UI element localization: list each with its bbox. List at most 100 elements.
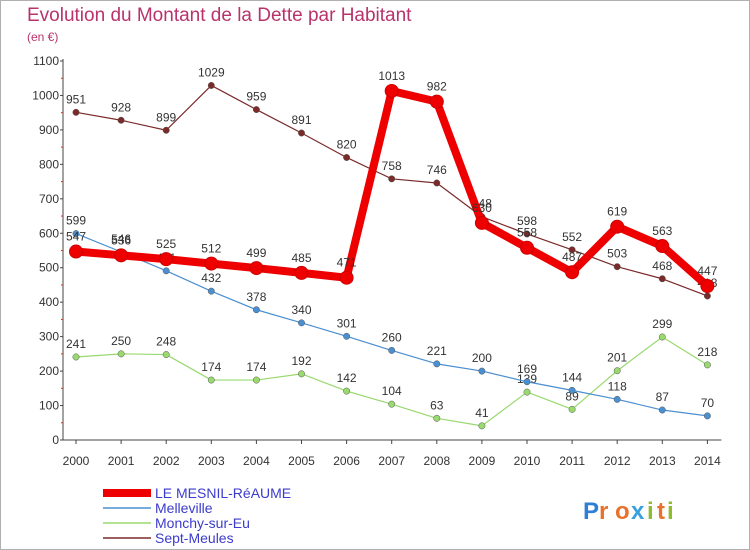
- data-point: [658, 406, 666, 414]
- data-label: 174: [246, 360, 266, 374]
- data-label: 558: [517, 226, 537, 240]
- x-tick-label: 2002: [153, 454, 180, 468]
- data-point: [433, 179, 441, 187]
- data-label: 87: [656, 390, 670, 404]
- data-label: 447: [697, 264, 717, 278]
- x-tick-label: 2010: [514, 454, 541, 468]
- data-point: [478, 422, 486, 430]
- data-label: 485: [291, 251, 311, 265]
- data-label: 536: [111, 233, 131, 247]
- data-point: [388, 175, 396, 183]
- chart-subtitle: (en €): [27, 30, 59, 44]
- data-point: [613, 263, 621, 271]
- data-point: [343, 387, 351, 395]
- data-point: [343, 332, 351, 340]
- data-label: 563: [652, 224, 672, 238]
- data-label: 432: [201, 271, 221, 285]
- y-tick-label: 900: [39, 123, 59, 137]
- x-tick-label: 2001: [108, 454, 135, 468]
- data-label: 512: [201, 242, 221, 256]
- legend-label: Monchy-sur-Eu: [155, 515, 250, 531]
- data-label: 546: [111, 232, 131, 246]
- data-point: [388, 400, 396, 408]
- data-point: [252, 376, 260, 384]
- data-label: 174: [201, 360, 221, 374]
- data-point: [117, 116, 125, 124]
- data-point: [523, 388, 531, 396]
- data-point: [343, 154, 351, 161]
- data-label: 89: [565, 389, 579, 403]
- data-label: 142: [337, 371, 357, 385]
- data-label: 169: [517, 362, 537, 376]
- data-point: [523, 230, 531, 238]
- data-point: [703, 361, 711, 369]
- data-label: 144: [562, 370, 582, 384]
- data-label: 758: [382, 159, 402, 173]
- data-point: [117, 350, 125, 358]
- data-point: [298, 319, 305, 327]
- logo-letter: t: [657, 498, 665, 525]
- data-point: [339, 270, 354, 285]
- data-label: 41: [475, 406, 489, 420]
- data-label: 891: [291, 113, 311, 127]
- x-tick-label: 2007: [378, 454, 405, 468]
- data-label: 928: [111, 100, 131, 114]
- x-tick-label: 2012: [604, 454, 631, 468]
- data-point: [252, 106, 260, 114]
- data-point: [565, 265, 580, 280]
- data-point: [520, 240, 534, 255]
- data-point: [69, 244, 83, 259]
- logo-letter: i: [647, 498, 654, 525]
- data-point: [703, 412, 711, 420]
- data-label: 599: [66, 214, 86, 228]
- x-tick-label: 2011: [559, 454, 585, 468]
- data-point: [523, 378, 531, 386]
- data-point: [207, 376, 215, 384]
- data-label: 503: [607, 247, 627, 261]
- data-label: 118: [608, 379, 627, 393]
- data-point: [252, 306, 260, 314]
- data-point: [610, 219, 625, 234]
- data-label: 1029: [198, 65, 225, 79]
- y-tick-label: 500: [39, 261, 59, 275]
- data-label: 378: [246, 290, 266, 304]
- data-label: 192: [291, 354, 311, 368]
- x-tick-label: 2000: [63, 454, 90, 468]
- data-label: 260: [382, 330, 402, 344]
- data-point: [204, 256, 219, 271]
- data-label: 70: [701, 396, 715, 410]
- data-point: [568, 246, 576, 254]
- data-point: [568, 386, 576, 394]
- data-label: 1013: [378, 69, 405, 83]
- data-point: [294, 265, 309, 280]
- logo-letter: o: [615, 498, 630, 525]
- data-point: [613, 367, 621, 375]
- y-tick-label: 300: [39, 330, 59, 344]
- data-label: 959: [246, 90, 266, 104]
- data-point: [298, 370, 305, 378]
- data-point: [249, 261, 264, 276]
- data-point: [384, 83, 399, 98]
- data-point: [207, 287, 215, 295]
- data-point: [429, 94, 444, 109]
- data-point: [433, 360, 441, 368]
- x-tick-label: 2014: [694, 454, 721, 468]
- data-label: 250: [111, 334, 131, 348]
- y-tick-label: 1100: [33, 54, 59, 68]
- data-point: [655, 239, 670, 254]
- data-label: 63: [430, 398, 444, 412]
- data-point: [700, 278, 715, 293]
- data-point: [72, 230, 80, 238]
- data-label: 299: [652, 317, 672, 331]
- data-label: 547: [66, 230, 86, 244]
- x-tick-label: 2008: [423, 454, 450, 468]
- data-point: [162, 267, 170, 275]
- y-tick-label: 100: [39, 399, 59, 413]
- data-label: 104: [382, 384, 402, 398]
- data-point: [478, 367, 486, 375]
- logo-letter: r: [599, 498, 608, 525]
- logo-letter: i: [667, 498, 674, 525]
- data-point: [207, 82, 215, 89]
- data-point: [703, 292, 711, 300]
